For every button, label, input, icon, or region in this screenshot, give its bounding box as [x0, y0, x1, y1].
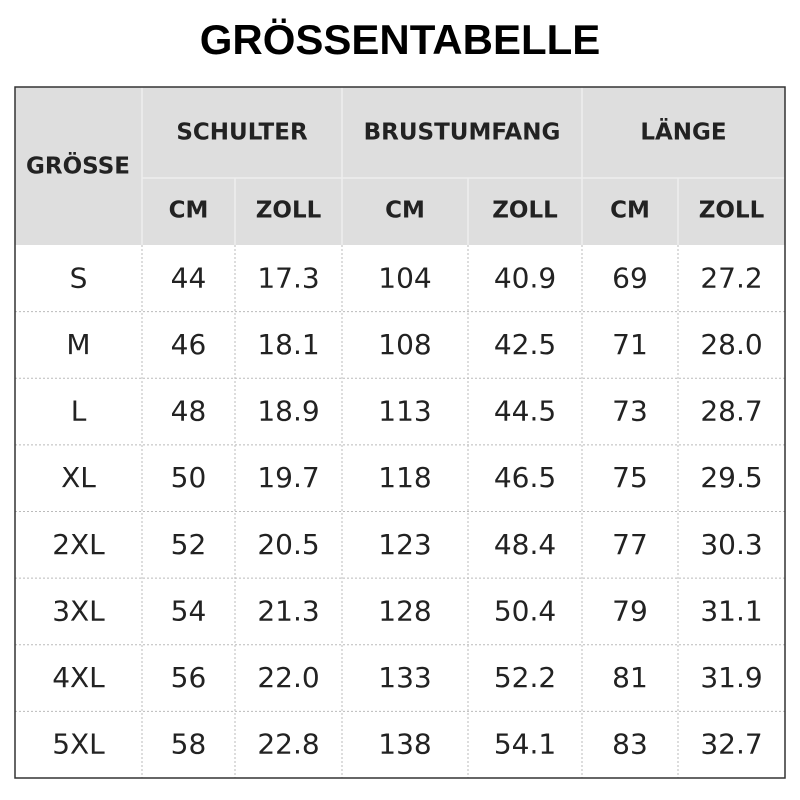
measure-cell: 128 — [378, 594, 431, 627]
size-header: GRÖSSE — [26, 152, 130, 180]
header-background — [15, 87, 785, 245]
measure-cell: 31.9 — [700, 661, 762, 694]
measure-cell: 21.3 — [257, 594, 319, 627]
measure-cell: 31.1 — [700, 594, 762, 627]
measure-cell: 75 — [612, 461, 648, 494]
measure-cell: 73 — [612, 395, 648, 428]
measure-cell: 46 — [171, 328, 207, 361]
size-label: 5XL — [52, 728, 105, 761]
measure-cell: 52.2 — [494, 661, 556, 694]
size-label: XL — [61, 461, 96, 494]
page-title: GRÖSSENTABELLE — [200, 16, 601, 63]
group-header: BRUSTUMFANG — [364, 120, 561, 146]
measure-cell: 113 — [378, 395, 431, 428]
measure-cell: 50.4 — [494, 594, 556, 627]
measure-cell: 18.1 — [257, 328, 319, 361]
measure-cell: 48 — [171, 395, 207, 428]
measure-cell: 44 — [171, 261, 207, 294]
measure-cell: 108 — [378, 328, 431, 361]
measure-cell: 32.7 — [700, 728, 762, 761]
measure-cell: 54.1 — [494, 728, 556, 761]
measure-cell: 29.5 — [700, 461, 762, 494]
measure-cell: 22.8 — [257, 728, 319, 761]
measure-cell: 18.9 — [257, 395, 319, 428]
size-label: S — [70, 261, 88, 294]
measure-cell: 83 — [612, 728, 648, 761]
measure-cell: 17.3 — [257, 261, 319, 294]
measure-cell: 52 — [171, 528, 207, 561]
measure-cell: 50 — [171, 461, 207, 494]
measure-cell: 56 — [171, 661, 207, 694]
unit-header: ZOLL — [256, 198, 322, 224]
measure-cell: 118 — [378, 461, 431, 494]
measure-cell: 46.5 — [494, 461, 556, 494]
measure-cell: 28.0 — [700, 328, 762, 361]
unit-header: CM — [385, 198, 425, 224]
group-header: SCHULTER — [176, 120, 308, 146]
size-label: 2XL — [52, 528, 105, 561]
measure-cell: 104 — [378, 261, 431, 294]
measure-cell: 123 — [378, 528, 431, 561]
measure-cell: 40.9 — [494, 261, 556, 294]
measure-cell: 81 — [612, 661, 648, 694]
measure-cell: 42.5 — [494, 328, 556, 361]
measure-cell: 69 — [612, 261, 648, 294]
measure-cell: 48.4 — [494, 528, 556, 561]
size-label: L — [71, 395, 87, 428]
measure-cell: 58 — [171, 728, 207, 761]
unit-header: CM — [169, 198, 209, 224]
unit-header: ZOLL — [492, 198, 558, 224]
measure-cell: 71 — [612, 328, 648, 361]
size-label: 3XL — [52, 594, 105, 627]
unit-header: CM — [610, 198, 650, 224]
measure-cell: 138 — [378, 728, 431, 761]
measure-cell: 19.7 — [257, 461, 319, 494]
measure-cell: 27.2 — [700, 261, 762, 294]
measure-cell: 133 — [378, 661, 431, 694]
measure-cell: 22.0 — [257, 661, 319, 694]
table-border — [14, 86, 786, 779]
unit-header: ZOLL — [699, 198, 765, 224]
measure-cell: 77 — [612, 528, 648, 561]
group-header: LÄNGE — [640, 118, 726, 146]
measure-cell: 79 — [612, 594, 648, 627]
measure-cell: 30.3 — [700, 528, 762, 561]
measure-cell: 28.7 — [700, 395, 762, 428]
size-label: M — [66, 328, 90, 361]
size-label: 4XL — [52, 661, 105, 694]
measure-cell: 44.5 — [494, 395, 556, 428]
measure-cell: 54 — [171, 594, 207, 627]
measure-cell: 20.5 — [257, 528, 319, 561]
